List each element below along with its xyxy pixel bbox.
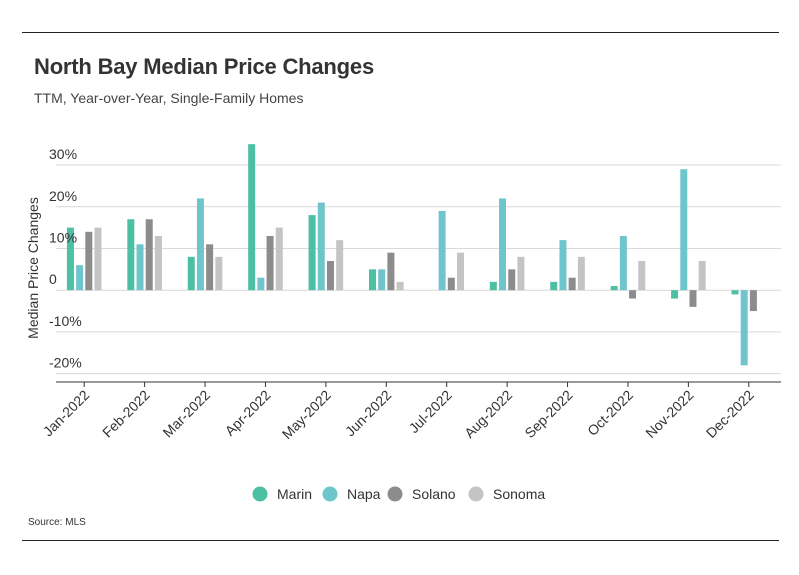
bar-solano-dec-2022 bbox=[749, 290, 757, 312]
y-tick-label: 0 bbox=[49, 271, 57, 287]
bar-napa-jun-2022 bbox=[378, 269, 386, 291]
bar-napa-dec-2022 bbox=[740, 290, 748, 366]
y-tick-label: 30% bbox=[49, 146, 77, 162]
bar-sonoma-aug-2022 bbox=[517, 256, 525, 291]
legend-label: Marin bbox=[277, 486, 312, 502]
bar-solano-jul-2022 bbox=[447, 277, 455, 291]
bar-marin-may-2022 bbox=[308, 215, 316, 291]
bar-sonoma-jan-2022 bbox=[94, 227, 102, 291]
bar-napa-sep-2022 bbox=[559, 240, 567, 291]
x-tick-label: Dec-2022 bbox=[703, 387, 757, 441]
bar-marin-mar-2022 bbox=[187, 256, 195, 291]
bar-sonoma-mar-2022 bbox=[215, 256, 223, 291]
bar-solano-jan-2022 bbox=[85, 231, 93, 291]
chart-title: North Bay Median Price Changes bbox=[34, 54, 374, 79]
x-tick-label: Mar-2022 bbox=[159, 387, 213, 441]
legend-label: Napa bbox=[347, 486, 381, 502]
bar-napa-nov-2022 bbox=[680, 169, 688, 291]
bar-solano-apr-2022 bbox=[266, 235, 274, 291]
bar-napa-oct-2022 bbox=[619, 235, 627, 291]
y-tick-label: 20% bbox=[49, 188, 77, 204]
y-tick-label: -10% bbox=[49, 313, 82, 329]
bar-solano-nov-2022 bbox=[689, 290, 697, 307]
bar-marin-oct-2022 bbox=[610, 286, 618, 291]
bar-solano-feb-2022 bbox=[145, 219, 153, 291]
legend-item-napa: Napa bbox=[322, 486, 381, 502]
x-tick-labels: Jan-2022 Feb-2022 Mar-2022 Apr-2022 May-2022… bbox=[40, 387, 757, 442]
legend-swatch bbox=[387, 486, 403, 502]
legend-swatch bbox=[252, 486, 268, 502]
legend-label: Sonoma bbox=[493, 486, 545, 502]
bar-napa-feb-2022 bbox=[136, 244, 144, 291]
source-note: Source: MLS bbox=[28, 517, 86, 528]
bar-solano-sep-2022 bbox=[568, 277, 576, 291]
bar-solano-aug-2022 bbox=[508, 269, 516, 291]
bar-marin-jun-2022 bbox=[368, 269, 376, 291]
x-tick-label: Apr-2022 bbox=[222, 387, 274, 439]
legend-item-marin: Marin bbox=[252, 486, 312, 502]
y-axis-title: Median Price Changes bbox=[25, 197, 41, 339]
bar-marin-aug-2022 bbox=[489, 281, 497, 291]
x-tick-label: Aug-2022 bbox=[461, 387, 515, 441]
bar-solano-oct-2022 bbox=[629, 290, 637, 299]
legend-swatch bbox=[322, 486, 338, 502]
bar-marin-dec-2022 bbox=[731, 290, 739, 295]
legend-swatch bbox=[468, 486, 484, 502]
bar-sonoma-jun-2022 bbox=[396, 281, 404, 291]
bars bbox=[66, 144, 757, 366]
top-rule bbox=[22, 32, 779, 33]
legend-item-sonoma: Sonoma bbox=[468, 486, 545, 502]
bar-marin-apr-2022 bbox=[248, 144, 256, 291]
chart-subtitle: TTM, Year-over-Year, Single-Family Homes bbox=[34, 90, 304, 106]
bar-sonoma-feb-2022 bbox=[154, 235, 162, 291]
bar-sonoma-nov-2022 bbox=[698, 261, 706, 291]
y-tick-label: -20% bbox=[49, 355, 82, 371]
bar-napa-aug-2022 bbox=[499, 198, 507, 291]
gridlines bbox=[56, 164, 781, 387]
x-tick-label: May-2022 bbox=[279, 387, 334, 442]
bar-napa-jan-2022 bbox=[76, 265, 84, 291]
bottom-rule bbox=[22, 540, 779, 541]
bar-napa-jul-2022 bbox=[438, 210, 446, 291]
bar-sonoma-sep-2022 bbox=[577, 256, 585, 291]
bar-napa-may-2022 bbox=[317, 202, 325, 291]
bar-napa-apr-2022 bbox=[257, 277, 265, 291]
legend-label: Solano bbox=[412, 486, 456, 502]
bar-marin-nov-2022 bbox=[671, 290, 679, 299]
bar-solano-jun-2022 bbox=[387, 252, 395, 291]
x-tick-label: Jun-2022 bbox=[342, 387, 395, 440]
x-tick-label: Oct-2022 bbox=[584, 387, 636, 439]
bar-marin-feb-2022 bbox=[127, 219, 135, 291]
y-tick-labels: -20% -10% 0 10% 20% 30% bbox=[49, 146, 82, 371]
x-tick-label: Jul-2022 bbox=[406, 387, 455, 436]
bar-solano-mar-2022 bbox=[206, 244, 214, 291]
legend: Marin Napa Solano Sonoma bbox=[252, 486, 545, 502]
bar-sonoma-oct-2022 bbox=[638, 261, 646, 291]
bar-marin-sep-2022 bbox=[550, 281, 558, 291]
bar-napa-mar-2022 bbox=[196, 198, 204, 291]
x-tick-label: Sep-2022 bbox=[521, 387, 575, 441]
bar-sonoma-apr-2022 bbox=[275, 227, 283, 291]
x-tick-label: Nov-2022 bbox=[642, 387, 696, 441]
y-tick-label: 10% bbox=[49, 229, 77, 245]
x-tick-label: Feb-2022 bbox=[99, 387, 153, 441]
x-tick-label: Jan-2022 bbox=[40, 387, 93, 440]
bar-sonoma-jul-2022 bbox=[457, 252, 465, 291]
bar-marin-jan-2022 bbox=[66, 227, 74, 291]
bar-sonoma-may-2022 bbox=[336, 240, 344, 291]
bar-solano-may-2022 bbox=[326, 261, 334, 291]
legend-item-solano: Solano bbox=[387, 486, 456, 502]
